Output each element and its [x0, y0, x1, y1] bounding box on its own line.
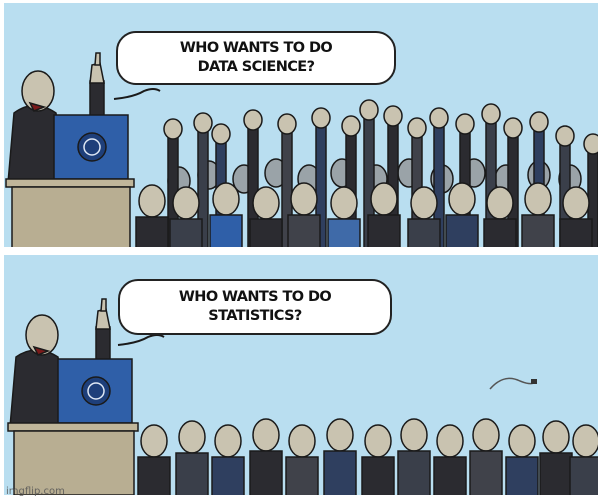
meme-panel-bottom: WHO WANTS TO DO STATISTICS?: [4, 255, 598, 495]
podium-globe-emblem-icon: [7, 358, 139, 495]
meme-panel-top: WHO WANTS TO DO DATA SCIENCE?: [4, 3, 598, 247]
bubble-line-2: DATA SCIENCE?: [197, 59, 315, 75]
speech-bubble: WHO WANTS TO DO DATA SCIENCE?: [116, 31, 396, 85]
crowd-scene-hands-raised: [5, 52, 598, 247]
bubble-line-2: STATISTICS?: [208, 308, 302, 324]
speech-bubble: WHO WANTS TO DO STATISTICS?: [118, 279, 392, 335]
bubble-line-1: WHO WANTS TO DO: [179, 40, 333, 56]
imgflip-watermark: imgflip.com: [6, 486, 65, 497]
paper-scrap-icon: [489, 377, 535, 390]
podium-globe-emblem-icon: [5, 114, 135, 247]
crowd-scene-no-hands: [7, 298, 598, 495]
speaker-figure-icon: [7, 52, 105, 184]
bubble-line-1: WHO WANTS TO DO: [178, 289, 332, 305]
